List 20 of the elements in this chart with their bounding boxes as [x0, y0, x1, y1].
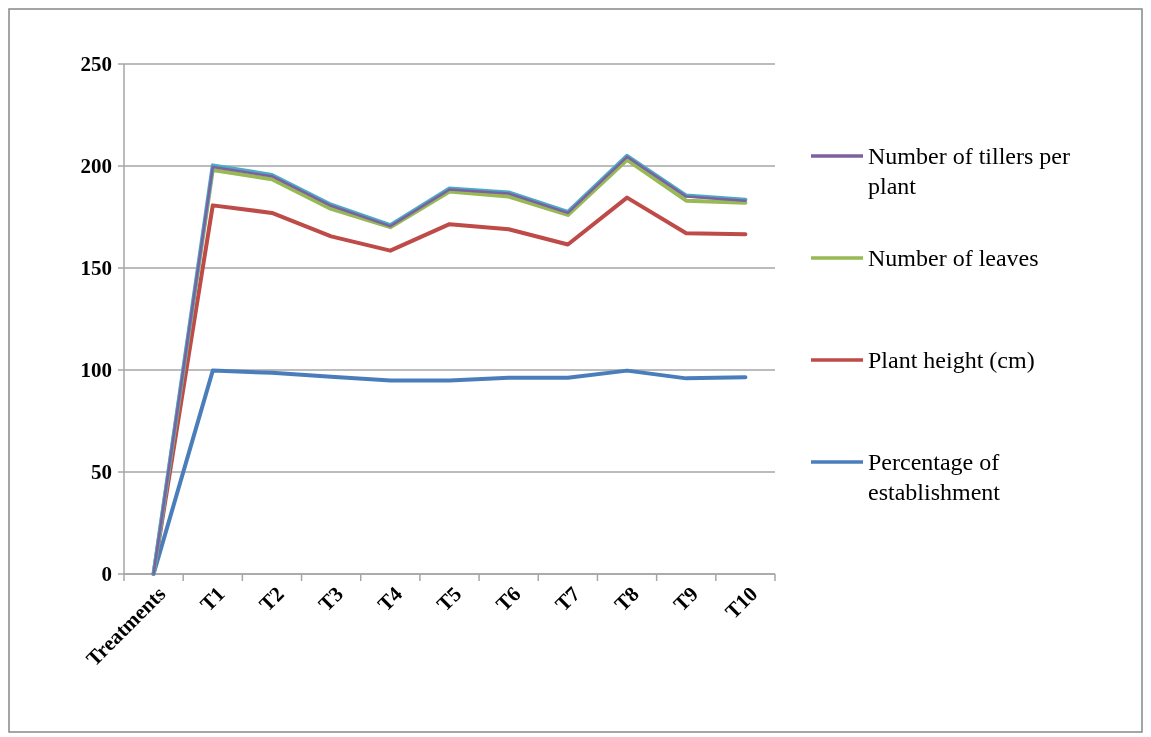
x-tick-label: T10 — [720, 581, 763, 624]
x-tick-label: T4 — [372, 581, 408, 617]
legend-label: Percentage of establishment — [868, 449, 1001, 506]
x-tick-label: T3 — [313, 581, 348, 617]
y-tick-label: 0 — [101, 562, 112, 587]
x-tick-label: T6 — [491, 581, 526, 617]
x-tick-label: T9 — [668, 581, 703, 617]
y-tick-label: 250 — [80, 52, 112, 77]
x-tick-label: T5 — [431, 581, 467, 617]
x-tick-label: T1 — [195, 581, 230, 617]
legend-label: Number of leaves — [868, 245, 1039, 272]
legend-label: Plant height (cm) — [868, 347, 1035, 374]
y-tick-label: 50 — [91, 460, 112, 485]
x-tick-label: T7 — [550, 581, 585, 617]
y-tick-label: 150 — [80, 256, 112, 281]
legend-label: Number of tillers per plant — [868, 143, 1070, 200]
x-tick-label: T8 — [609, 581, 644, 617]
y-tick-label: 200 — [80, 154, 112, 179]
y-tick-label: 100 — [80, 358, 112, 383]
x-tick-label: T2 — [254, 581, 289, 617]
